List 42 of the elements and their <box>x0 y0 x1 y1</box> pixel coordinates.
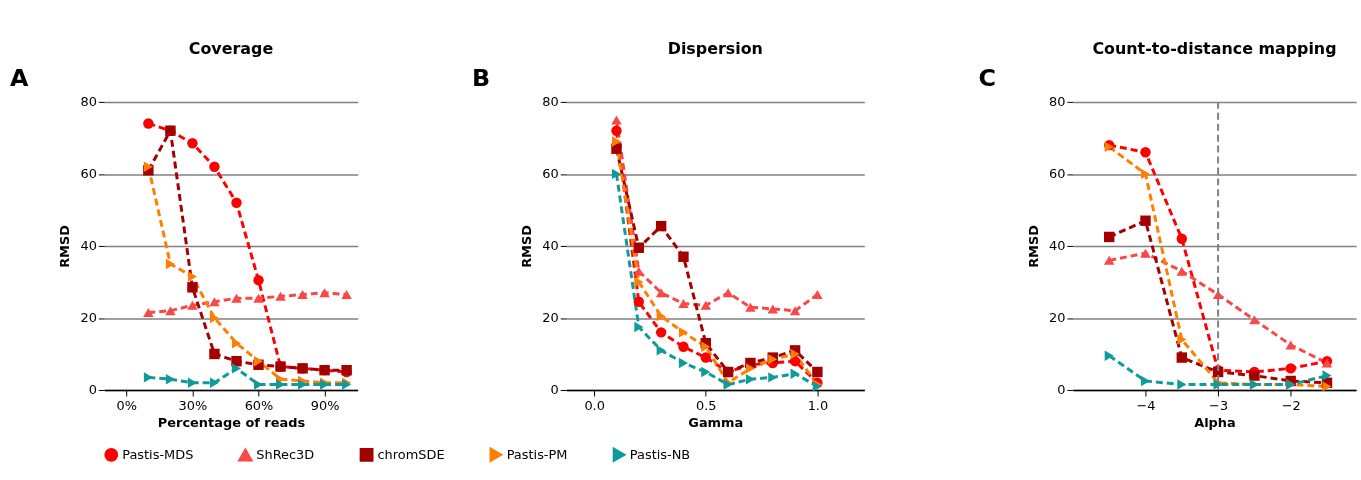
legend-label: Pastis-PM <box>506 446 568 462</box>
x-tick-label: 0% <box>116 398 138 414</box>
x-tick-label: 60% <box>244 398 274 414</box>
y-tick-label: 40 <box>1049 238 1066 254</box>
x-tick-label: −2 <box>1281 398 1301 414</box>
x-axis-title: Gamma <box>688 415 744 431</box>
y-tick-label: 40 <box>542 238 559 254</box>
text: C <box>978 64 997 92</box>
text: A <box>9 64 29 92</box>
chart-title: Dispersion <box>667 39 763 59</box>
y-tick-label: 20 <box>80 310 97 326</box>
chart-title: Count-to-distance mapping <box>1092 39 1337 59</box>
legend-label: chromSDE <box>377 446 445 462</box>
x-tick-label: 0.0 <box>584 398 605 414</box>
x-tick-label: 0.5 <box>696 398 717 414</box>
y-tick-label: 20 <box>542 310 559 326</box>
y-tick-label: 60 <box>542 166 559 182</box>
y-tick-label: 60 <box>80 166 97 182</box>
chart-title: Coverage <box>188 39 274 59</box>
y-tick-label: 80 <box>1049 94 1066 110</box>
y-tick-label: 0 <box>88 382 97 398</box>
x-tick-label: −4 <box>1136 398 1156 414</box>
y-tick-label: 60 <box>1049 166 1066 182</box>
y-tick-label: 0 <box>1057 382 1066 398</box>
legend-label: Pastis-MDS <box>122 446 194 462</box>
x-axis-title: Alpha <box>1194 415 1236 431</box>
x-tick-label: −3 <box>1209 398 1229 414</box>
y-axis-title: RMSD <box>57 224 73 268</box>
x-tick-label: 30% <box>178 398 208 414</box>
y-tick-label: 20 <box>1049 310 1066 326</box>
y-tick-label: 40 <box>80 238 97 254</box>
x-tick-label: 90% <box>310 398 340 414</box>
x-axis-title: Percentage of reads <box>157 415 306 431</box>
x-tick-label: 1.0 <box>807 398 829 414</box>
text: B <box>471 64 491 92</box>
y-axis-title: RMSD <box>1026 224 1042 268</box>
y-tick-label: 80 <box>542 94 559 110</box>
legend-label: Pastis-NB <box>629 446 691 462</box>
legend-label: ShRec3D <box>256 447 315 463</box>
y-tick-label: 0 <box>550 382 559 398</box>
y-tick-label: 80 <box>80 94 97 110</box>
y-axis-title: RMSD <box>519 224 535 268</box>
